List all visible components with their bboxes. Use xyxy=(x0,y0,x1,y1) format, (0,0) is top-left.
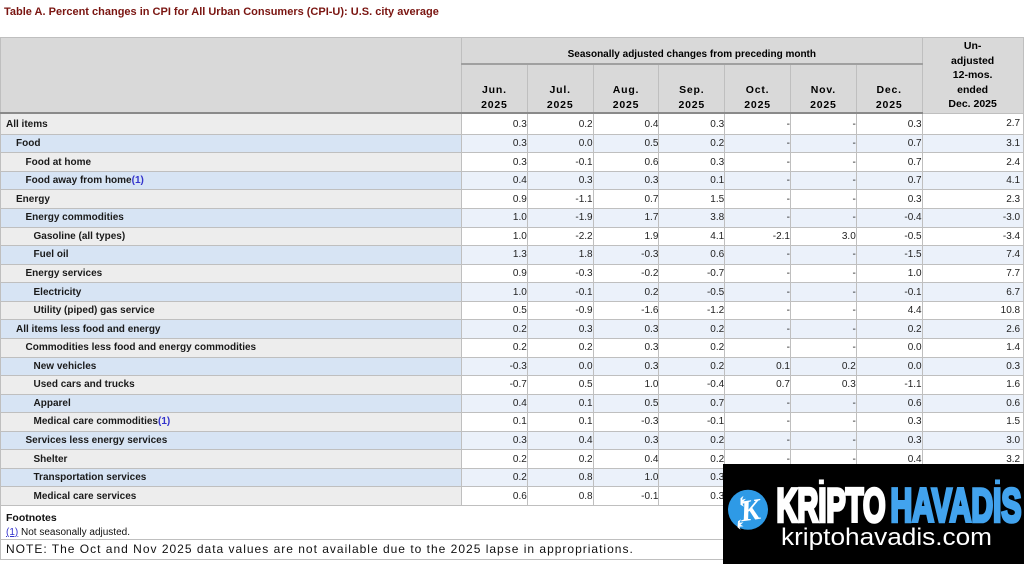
svg-text:KRIPTO: KRIPTO xyxy=(777,478,886,531)
svg-text:kriptohavadis.com: kriptohavadis.com xyxy=(781,523,992,550)
svg-text:HAVADIS: HAVADIS xyxy=(891,478,1022,531)
